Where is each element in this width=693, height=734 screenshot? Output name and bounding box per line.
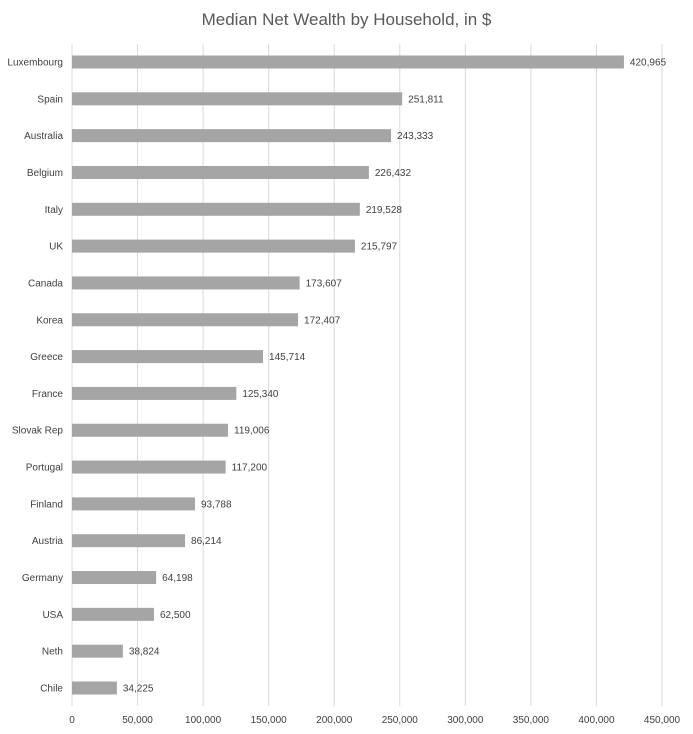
bar	[72, 350, 264, 364]
bar	[72, 644, 123, 658]
x-tick-label: 50,000	[122, 715, 153, 726]
chart-title: Median Net Wealth by Household, in $	[201, 10, 492, 29]
data-label: 420,965	[630, 58, 667, 69]
bar	[72, 607, 154, 621]
bar	[72, 239, 355, 253]
x-tick-label: 300,000	[447, 715, 484, 726]
category-label: Slovak Rep	[12, 426, 64, 437]
bar	[72, 681, 117, 695]
category-label: Italy	[45, 205, 63, 216]
bar	[72, 386, 237, 400]
data-label: 86,214	[191, 536, 222, 547]
data-label: 219,528	[366, 205, 403, 216]
category-label: Portugal	[26, 463, 63, 474]
category-label: Spain	[37, 94, 63, 105]
x-tick-label: 100,000	[185, 715, 222, 726]
bar	[72, 460, 226, 474]
bar	[72, 202, 360, 216]
x-tick-label: 400,000	[578, 715, 615, 726]
data-label: 215,797	[361, 242, 398, 253]
category-label: Chile	[40, 684, 63, 695]
category-label: Austria	[32, 536, 64, 547]
x-tick-label: 200,000	[316, 715, 353, 726]
category-label: UK	[49, 242, 63, 253]
bar	[72, 534, 186, 548]
data-label: 251,811	[408, 94, 444, 105]
data-label: 243,333	[397, 131, 434, 142]
category-label: Korea	[36, 315, 63, 326]
category-label: France	[32, 389, 64, 400]
category-label: Germany	[22, 573, 63, 584]
x-tick-label: 450,000	[644, 715, 681, 726]
category-label: Canada	[28, 278, 63, 289]
category-label: Luxembourg	[7, 58, 63, 69]
bar	[72, 129, 392, 143]
x-tick-label: 350,000	[513, 715, 550, 726]
data-label: 62,500	[160, 610, 191, 621]
bar	[72, 92, 403, 106]
category-label: Australia	[24, 131, 63, 142]
data-label: 64,198	[162, 573, 193, 584]
data-label: 172,407	[304, 315, 341, 326]
bar	[72, 55, 624, 69]
data-label: 93,788	[201, 499, 232, 510]
data-label: 226,432	[375, 168, 412, 179]
bar	[72, 313, 299, 327]
data-label: 125,340	[242, 389, 279, 400]
category-label: USA	[42, 610, 63, 621]
category-label: Greece	[30, 352, 63, 363]
category-label: Belgium	[27, 168, 63, 179]
category-label: Neth	[42, 647, 63, 658]
data-label: 119,006	[234, 426, 270, 437]
x-tick-label: 250,000	[382, 715, 419, 726]
x-tick-label: 150,000	[251, 715, 288, 726]
data-label: 145,714	[269, 352, 306, 363]
bar	[72, 276, 300, 290]
bar	[72, 423, 229, 437]
data-label: 38,824	[129, 647, 160, 658]
x-tick-label: 0	[69, 715, 75, 726]
data-label: 173,607	[306, 278, 343, 289]
category-label: Finland	[30, 499, 63, 510]
data-label: 117,200	[232, 463, 268, 474]
data-label: 34,225	[123, 684, 154, 695]
bar	[72, 165, 369, 179]
bar	[72, 497, 195, 511]
bar	[72, 571, 157, 585]
